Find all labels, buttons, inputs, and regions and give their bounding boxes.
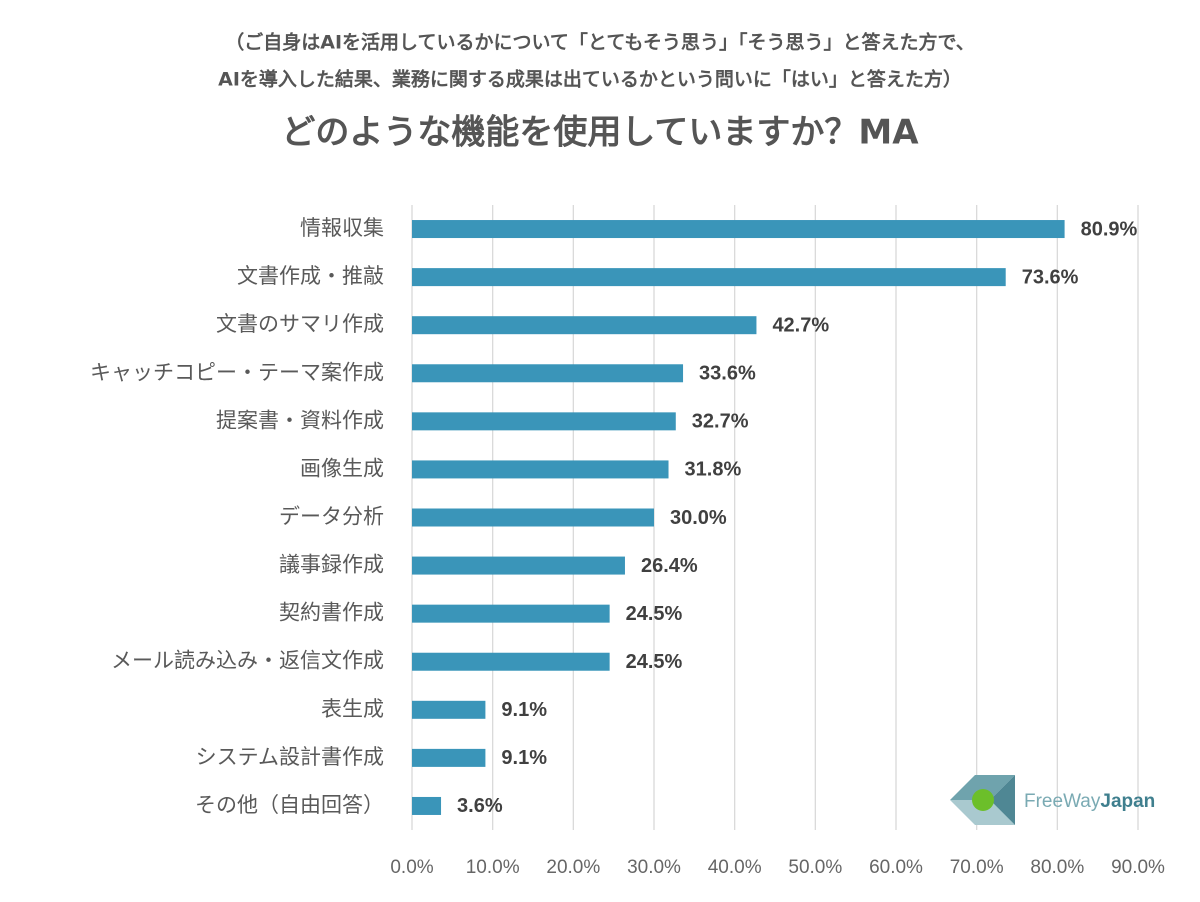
y-tick-label: その他（自由回答）	[195, 793, 384, 817]
logo-text-part: FreeWay	[1024, 791, 1101, 812]
logo-ball	[972, 789, 994, 811]
bar	[412, 220, 1065, 239]
value-label: 24.5%	[626, 603, 683, 625]
y-tick-label: データ分析	[279, 505, 384, 529]
x-tick-label: 20.0%	[546, 857, 600, 878]
y-tick-label: 提案書・資料作成	[216, 408, 384, 432]
bar	[412, 412, 676, 431]
x-tick-label: 0.0%	[390, 857, 433, 878]
x-tick-label: 80.0%	[1030, 857, 1084, 878]
y-tick-label: システム設計書作成	[196, 745, 384, 769]
value-label: 73.6%	[1022, 266, 1079, 288]
bar	[412, 700, 486, 719]
bar	[412, 604, 610, 623]
value-label: 9.1%	[501, 747, 547, 769]
x-tick-label: 90.0%	[1111, 857, 1165, 878]
subtitle: AIを導入した結果、業務に関する成果は出ているかという問いに「はい」と答えた方）	[218, 68, 962, 91]
x-tick-label: 40.0%	[708, 857, 762, 878]
y-tick-label: 表生成	[321, 697, 384, 721]
x-tick-label: 10.0%	[466, 857, 520, 878]
logo-shape	[950, 775, 1015, 800]
value-label: 30.0%	[670, 507, 727, 529]
bar	[412, 364, 684, 383]
value-label: 31.8%	[685, 459, 742, 481]
value-label: 3.6%	[457, 795, 503, 817]
x-tick-label: 70.0%	[950, 857, 1004, 878]
value-label: 42.7%	[772, 314, 829, 336]
y-tick-label: 画像生成	[300, 456, 384, 480]
bar	[412, 556, 625, 575]
logo-text-part: Japan	[1100, 791, 1155, 812]
bar	[412, 460, 669, 479]
y-tick-label: メール読み込み・返信文作成	[111, 649, 384, 673]
bar	[412, 748, 486, 767]
value-label: 9.1%	[501, 699, 547, 721]
y-tick-label: 文書作成・推敲	[237, 264, 384, 288]
x-tick-label: 30.0%	[627, 857, 681, 878]
logo-shape	[950, 800, 1015, 825]
x-tick-label: 50.0%	[788, 857, 842, 878]
value-label: 33.6%	[699, 363, 756, 385]
subtitle: （ご自身はAIを活用しているかについて「とてもそう思う」「そう思う」と答えた方で…	[225, 31, 974, 54]
y-tick-label: 議事録作成	[279, 553, 384, 577]
bar	[412, 652, 610, 671]
value-label: 24.5%	[626, 651, 683, 673]
bar	[412, 796, 442, 815]
value-label: 32.7%	[692, 411, 749, 433]
logo: FreeWayJapan	[950, 775, 1155, 825]
y-tick-label: 文書のサマリ作成	[216, 312, 384, 336]
y-tick-label: 契約書作成	[279, 601, 384, 625]
x-tick-label: 60.0%	[869, 857, 923, 878]
bar	[412, 268, 1006, 287]
bar	[412, 316, 757, 335]
logo-text: FreeWayJapan	[1024, 791, 1155, 812]
bar	[412, 508, 654, 527]
chart-title: どのような機能を使用していますか？MA	[281, 113, 919, 153]
y-tick-label: キャッチコピー・テーマ案作成	[90, 360, 384, 384]
value-label: 26.4%	[641, 555, 698, 577]
logo-shape	[990, 775, 1015, 825]
value-label: 80.9%	[1081, 218, 1138, 240]
y-tick-label: 情報収集	[300, 216, 384, 240]
